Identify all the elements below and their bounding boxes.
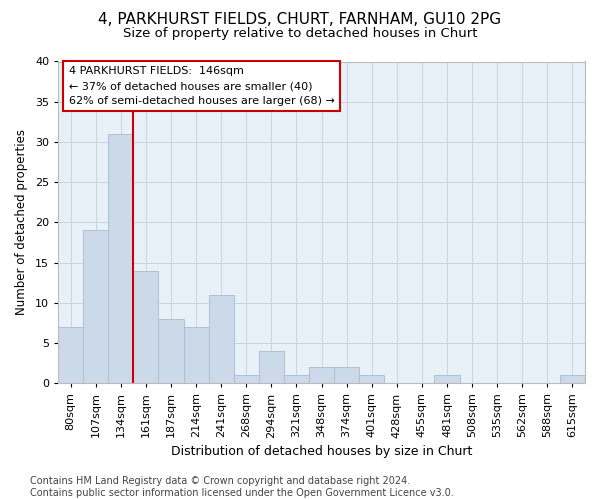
Text: Size of property relative to detached houses in Churt: Size of property relative to detached ho… [123,28,477,40]
Bar [133,270,158,384]
X-axis label: Distribution of detached houses by size in Churt: Distribution of detached houses by size … [171,444,472,458]
Text: 4 PARKHURST FIELDS:  146sqm
← 37% of detached houses are smaller (40)
62% of sem: 4 PARKHURST FIELDS: 146sqm ← 37% of deta… [68,66,335,106]
Bar [309,368,334,384]
Text: Contains HM Land Registry data © Crown copyright and database right 2024.
Contai: Contains HM Land Registry data © Crown c… [30,476,454,498]
Bar [259,351,284,384]
Text: 4, PARKHURST FIELDS, CHURT, FARNHAM, GU10 2PG: 4, PARKHURST FIELDS, CHURT, FARNHAM, GU1… [98,12,502,28]
Bar [560,376,585,384]
Bar [158,319,184,384]
Bar [83,230,108,384]
Bar [209,295,234,384]
Bar [58,327,83,384]
Y-axis label: Number of detached properties: Number of detached properties [15,130,28,316]
Bar [108,134,133,384]
Bar [334,368,359,384]
Bar [434,376,460,384]
Bar [184,327,209,384]
Bar [284,376,309,384]
Bar [234,376,259,384]
Bar [359,376,384,384]
